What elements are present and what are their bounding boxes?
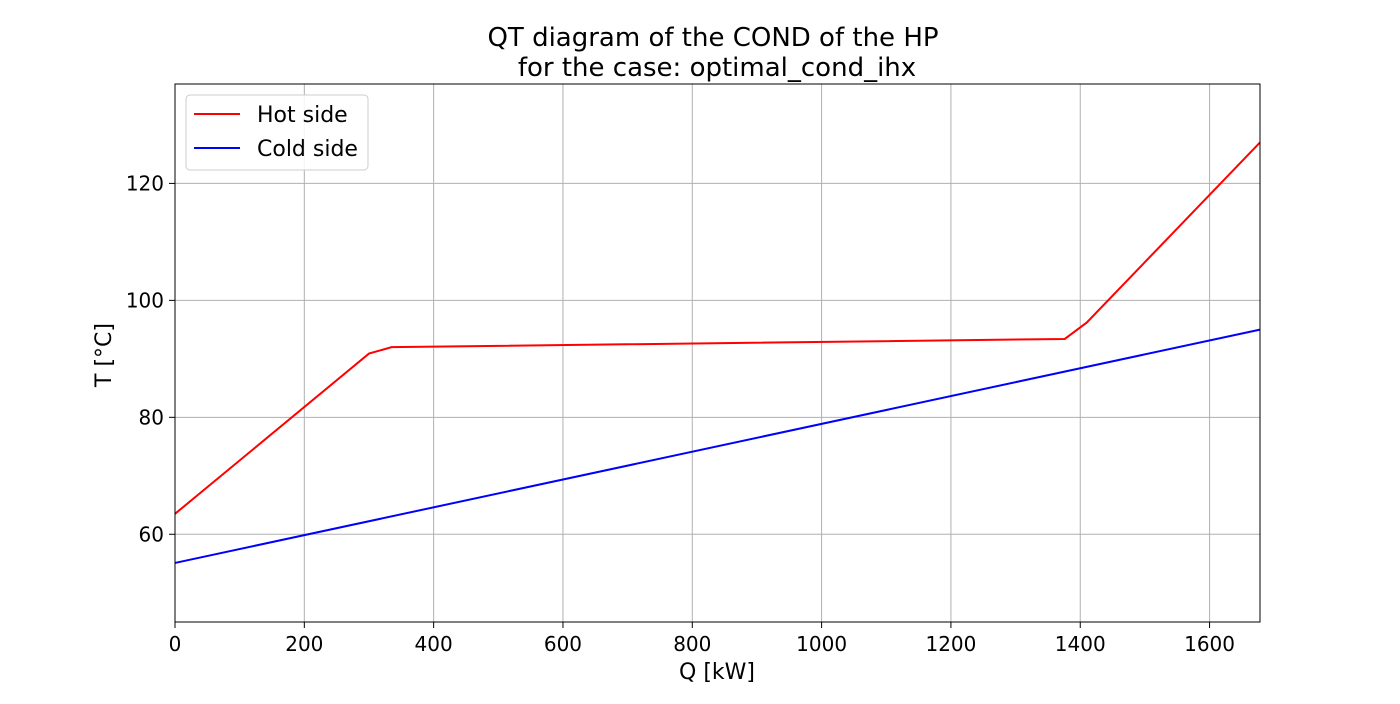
x-tick-label: 600 [544, 632, 582, 656]
legend-label-hot-side: Hot side [257, 103, 348, 128]
y-tick-label: 80 [139, 405, 164, 429]
series-line-cold-side [174, 328, 1261, 564]
x-tick-label: 0 [169, 632, 182, 656]
y-tick-label: 100 [126, 288, 164, 312]
axis-ticks: 0 200 400 600 800 1000 1200 1400 1600 60 80 100 120 [126, 171, 1235, 656]
x-tick-label: 400 [415, 632, 453, 656]
series-line-hot-side [174, 141, 1261, 515]
x-tick-label: 1000 [796, 632, 847, 656]
x-tick-label: 1400 [1055, 632, 1106, 656]
x-tick-label: 200 [285, 632, 323, 656]
legend: Hot side Cold side [185, 94, 369, 171]
grid [174, 84, 1260, 622]
y-tick-label: 120 [126, 171, 164, 195]
plot-lines [174, 141, 1261, 564]
x-tick-label: 1600 [1184, 632, 1235, 656]
y-axis-label: T [°C] [92, 323, 117, 388]
x-tick-label: 1200 [925, 632, 976, 656]
chart-title-line-2: for the case: optimal_cond_ihx [518, 53, 916, 83]
legend-label-cold-side: Cold side [257, 137, 358, 162]
x-axis-label: Q [kW] [679, 660, 755, 685]
chart-title-line-1: QT diagram of the COND of the HP [487, 23, 938, 53]
plot-frame [174, 83, 1261, 623]
x-tick-label: 800 [673, 632, 711, 656]
y-tick-label: 60 [139, 522, 164, 546]
